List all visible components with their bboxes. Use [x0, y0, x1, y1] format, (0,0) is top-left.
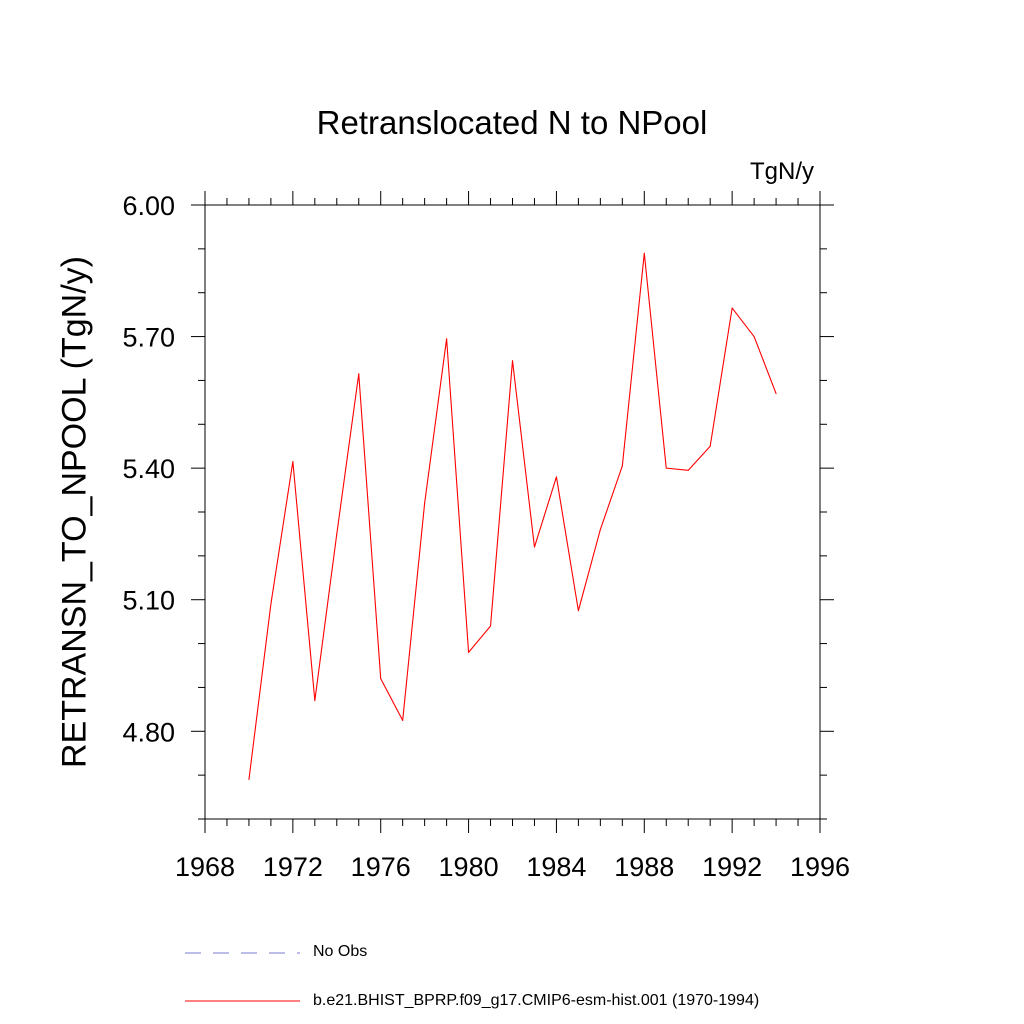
- data-point: [512, 360, 513, 362]
- x-tick-label: 1984: [526, 852, 586, 882]
- data-point: [687, 469, 689, 471]
- series-line: [248, 252, 777, 780]
- data-point: [577, 610, 579, 612]
- x-tick-label: 1976: [351, 852, 411, 882]
- y-tick-label: 5.10: [122, 586, 175, 616]
- x-tick-label: 1992: [702, 852, 762, 882]
- data-point: [599, 529, 601, 531]
- data-point: [731, 307, 733, 309]
- data-point: [314, 700, 316, 702]
- data-point: [533, 546, 535, 548]
- data-point: [424, 502, 426, 504]
- data-point: [468, 651, 470, 653]
- data-point: [402, 719, 404, 721]
- data-point: [292, 461, 294, 463]
- data-point: [270, 603, 272, 605]
- data-point: [248, 779, 250, 781]
- y-tick-label: 5.70: [122, 323, 175, 353]
- x-tick-label: 1972: [263, 852, 323, 882]
- legend-label-model: b.e21.BHIST_BPRP.f09_g17.CMIP6-esm-hist.…: [313, 992, 760, 1009]
- data-point: [753, 336, 755, 338]
- data-point: [358, 373, 360, 375]
- data-point: [336, 533, 338, 535]
- data-point: [380, 678, 382, 680]
- x-tick-label: 1996: [790, 852, 850, 882]
- data-point: [665, 467, 667, 469]
- data-point: [621, 465, 623, 467]
- data-point: [775, 393, 777, 395]
- data-point: [643, 252, 645, 254]
- y-tick-label: 6.00: [122, 191, 175, 221]
- data-point: [490, 625, 492, 627]
- x-tick-label: 1968: [175, 852, 235, 882]
- chart-title: Retranslocated N to NPool: [316, 104, 708, 141]
- legend-label-no-obs: No Obs: [313, 943, 368, 960]
- data-point: [555, 476, 557, 478]
- x-tick-label: 1988: [614, 852, 674, 882]
- y-tick-label: 4.80: [122, 717, 175, 747]
- x-tick-label: 1980: [439, 852, 499, 882]
- units-label: TgN/y: [750, 158, 815, 185]
- y-tick-label: 5.40: [122, 454, 175, 484]
- data-point: [446, 338, 448, 340]
- data-point: [709, 445, 711, 447]
